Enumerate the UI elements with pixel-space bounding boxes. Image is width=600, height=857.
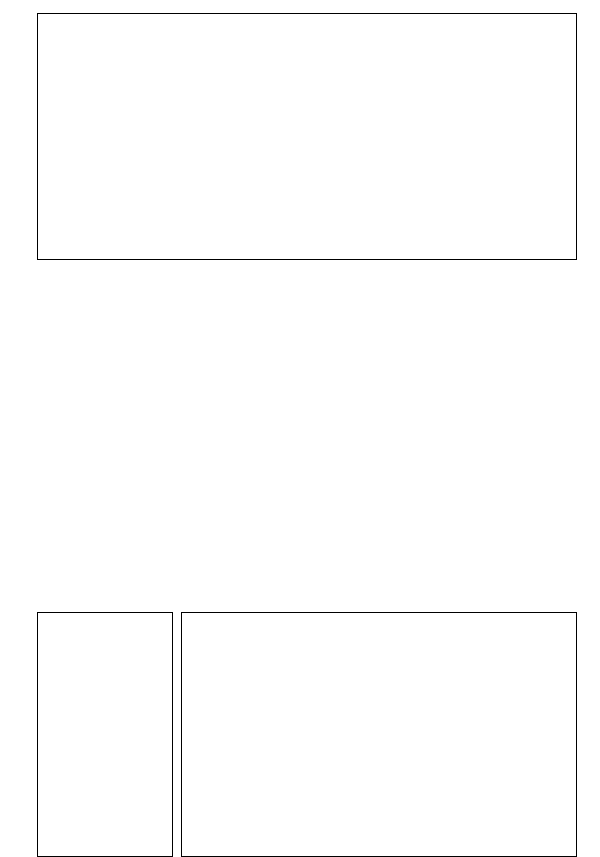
bottom-panel-segment-a-plot-area [37,612,173,857]
bottom-panel-segment-a-data-canvas [37,612,173,857]
bottom-panel [0,300,600,857]
top-panel-plot-area [37,13,577,260]
bottom-panel-segment-b-data-canvas [181,612,577,857]
top-panel [0,0,600,290]
top-panel-data-canvas [37,13,577,260]
bottom-panel-segment-b-plot-area [181,612,577,857]
